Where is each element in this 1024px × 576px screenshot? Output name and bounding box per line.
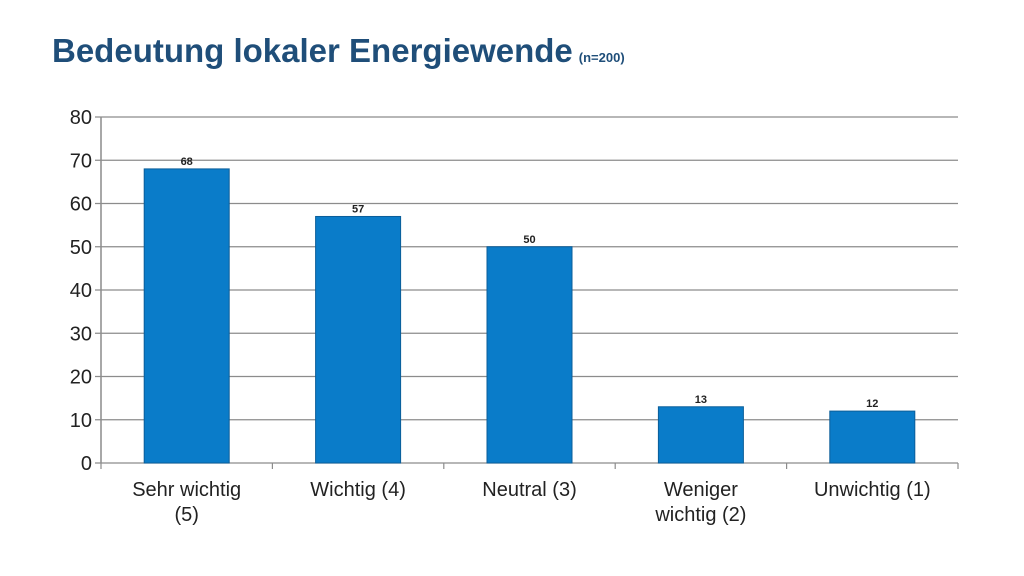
x-tick-label: (5)	[174, 504, 198, 526]
bar	[829, 410, 916, 464]
y-tick-label: 30	[70, 323, 92, 345]
bar	[486, 246, 573, 464]
y-tick-label: 70	[70, 150, 92, 172]
data-label: 57	[352, 203, 364, 215]
bar	[315, 215, 402, 464]
y-tick-label: 20	[70, 367, 92, 389]
bar	[657, 406, 744, 464]
x-tick-label: Wichtig (4)	[310, 479, 406, 501]
x-tick-label: Sehr wichtig	[132, 479, 241, 501]
y-tick-label: 50	[70, 237, 92, 259]
x-tick-label: Neutral (3)	[482, 479, 576, 501]
x-tick-label: wichtig (2)	[654, 504, 746, 526]
data-label: 50	[523, 234, 535, 246]
data-label: 68	[181, 156, 193, 168]
title-text: Bedeutung lokaler Energiewende	[52, 32, 573, 69]
sample-size: (n=200)	[578, 50, 625, 65]
y-tick-label: 10	[70, 410, 92, 432]
y-tick-label: 40	[70, 280, 92, 302]
data-label: 13	[695, 394, 707, 406]
y-tick-label: 0	[81, 453, 92, 475]
page-title: Bedeutung lokaler Energiewende (n=200)	[52, 32, 625, 70]
y-tick-label: 80	[70, 107, 92, 129]
data-label: 12	[866, 398, 878, 410]
x-tick-label: Weniger	[664, 479, 738, 501]
x-tick-label: Unwichtig (1)	[814, 479, 931, 501]
y-tick-label: 60	[70, 194, 92, 216]
bar	[143, 168, 230, 464]
